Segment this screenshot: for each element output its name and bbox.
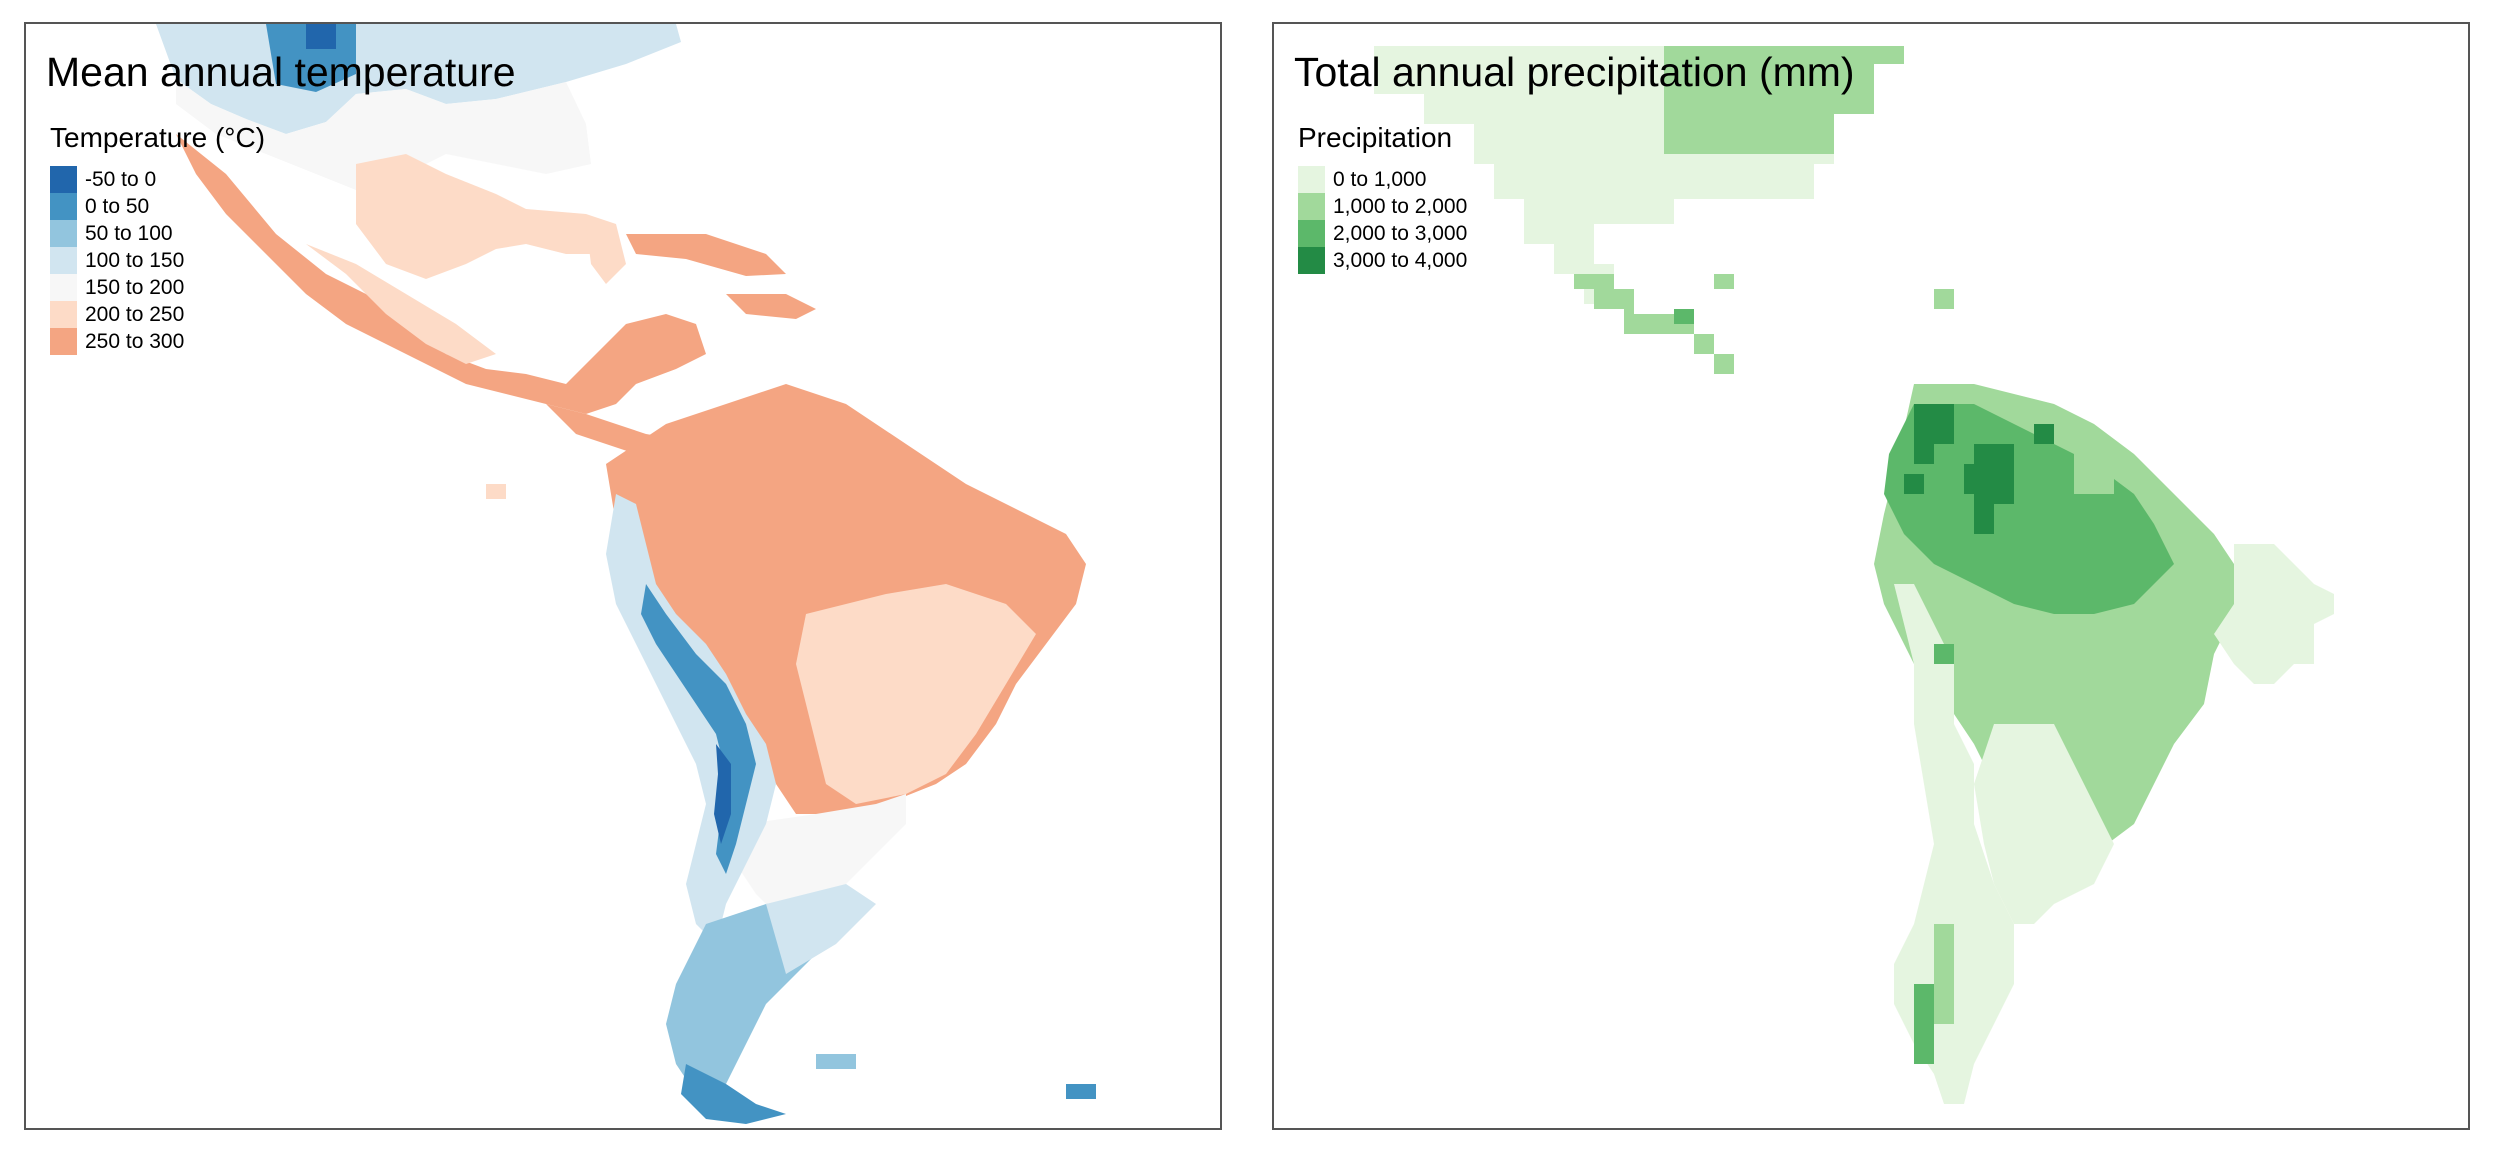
legend-swatch — [50, 193, 77, 220]
precipitation-legend-item: 0 to 1,000 — [1298, 166, 1467, 193]
temperature-legend-item: 200 to 250 — [50, 301, 265, 328]
region-south-america-subtropical — [796, 584, 1036, 804]
region-caribbean — [626, 234, 786, 276]
legend-swatch — [50, 220, 77, 247]
legend-label: -50 to 0 — [85, 167, 157, 191]
temperature-legend-item: 0 to 50 — [50, 193, 265, 220]
temperature-legend-item: 150 to 200 — [50, 274, 265, 301]
temperature-legend: Temperature (°C) -50 to 0 0 to 50 50 to … — [50, 122, 265, 355]
precipitation-map-panel: Total annual precipitation (mm) Precipit… — [1272, 22, 2470, 1130]
precipitation-legend-item: 2,000 to 3,000 — [1298, 220, 1467, 247]
region-falklands — [816, 1054, 856, 1069]
cell-block-sa-dry-west — [1894, 584, 2014, 1104]
region-galapagos — [486, 484, 506, 499]
temperature-legend-item: 100 to 150 — [50, 247, 265, 274]
precipitation-legend: Precipitation 0 to 1,000 1,000 to 2,000 … — [1298, 122, 1467, 274]
legend-label: 50 to 100 — [85, 221, 173, 245]
cell-block-mexico-wet — [1594, 289, 1694, 334]
region-florida — [586, 224, 626, 284]
region-andes-peak — [714, 744, 731, 844]
region-mexico — [176, 134, 706, 414]
cell-block-sa-wet-southwest — [1914, 984, 1934, 1064]
cell-block-sa-moderate-mid — [1934, 644, 1954, 664]
legend-label: 0 to 50 — [85, 194, 150, 218]
cell-block-central-america — [1694, 334, 1734, 374]
cell-block-sa-very-wet-3 — [2034, 424, 2054, 444]
legend-label: 100 to 150 — [85, 248, 185, 272]
region-us-south-warm — [356, 154, 616, 279]
legend-swatch — [50, 274, 77, 301]
cell-block-island — [1934, 289, 1954, 309]
region-us-temperate — [176, 79, 591, 194]
cell-block-mexico-wet-2 — [1674, 309, 1694, 324]
cell-block-sa-dry-central — [1974, 724, 2114, 924]
temperature-raster — [156, 24, 1096, 1124]
legend-swatch — [1298, 247, 1325, 274]
temperature-legend-item: 250 to 300 — [50, 328, 265, 355]
precipitation-map-title: Total annual precipitation (mm) — [1294, 49, 1855, 95]
temperature-map-title: Mean annual temperature — [46, 49, 516, 95]
temperature-legend-item: 50 to 100 — [50, 220, 265, 247]
cell-block-na-wet — [1664, 46, 1904, 154]
precipitation-legend-item: 1,000 to 2,000 — [1298, 193, 1467, 220]
cell-block-sa-very-wet-2 — [1964, 444, 2014, 534]
legend-swatch — [50, 328, 77, 355]
region-patagonia-light — [766, 884, 876, 974]
legend-swatch — [1298, 193, 1325, 220]
legend-swatch — [50, 301, 77, 328]
cell-block-sa-dry-northeast — [2214, 544, 2334, 684]
legend-swatch — [1298, 166, 1325, 193]
precipitation-legend-title: Precipitation — [1298, 122, 1453, 153]
precipitation-raster-map — [1374, 46, 2334, 1104]
region-mexico-highland — [306, 244, 496, 364]
temperature-legend-title: Temperature (°C) — [50, 122, 266, 153]
region-south-america-temperate — [736, 794, 906, 924]
legend-swatch — [1298, 220, 1325, 247]
region-north-america-cold-core-2 — [306, 24, 336, 49]
region-caribbean-2 — [726, 294, 816, 319]
cell-block-sa-very-wet — [1914, 404, 1954, 464]
legend-label: 150 to 200 — [85, 275, 185, 299]
cell-block-central-america-2 — [1714, 274, 1734, 289]
legend-label: 200 to 250 — [85, 302, 185, 326]
temperature-raster-map — [156, 24, 1096, 1124]
legend-label: 2,000 to 3,000 — [1333, 221, 1468, 245]
precipitation-raster — [1374, 46, 2334, 1104]
cell-block-sa-moderate-east — [2074, 444, 2114, 494]
precipitation-legend-item: 3,000 to 4,000 — [1298, 247, 1467, 274]
legend-swatch — [50, 166, 77, 193]
legend-label: 250 to 300 — [85, 329, 185, 353]
legend-label: 1,000 to 2,000 — [1333, 194, 1468, 218]
temperature-legend-item: -50 to 0 — [50, 166, 265, 193]
cell-block-sa-moderate-southwest — [1934, 924, 1954, 1024]
region-south-georgia — [1066, 1084, 1096, 1099]
legend-swatch — [50, 247, 77, 274]
legend-label: 3,000 to 4,000 — [1333, 248, 1468, 272]
cell-block-sa-wet — [1884, 404, 2174, 614]
cell-block-sa-very-wet-4 — [1904, 474, 1924, 494]
cell-block-caribbean — [1574, 274, 1614, 289]
region-tierra-del-fuego — [681, 1064, 786, 1124]
legend-label: 0 to 1,000 — [1333, 167, 1427, 191]
temperature-map-panel: Mean annual temperature Temperature (°C)… — [24, 22, 1222, 1130]
